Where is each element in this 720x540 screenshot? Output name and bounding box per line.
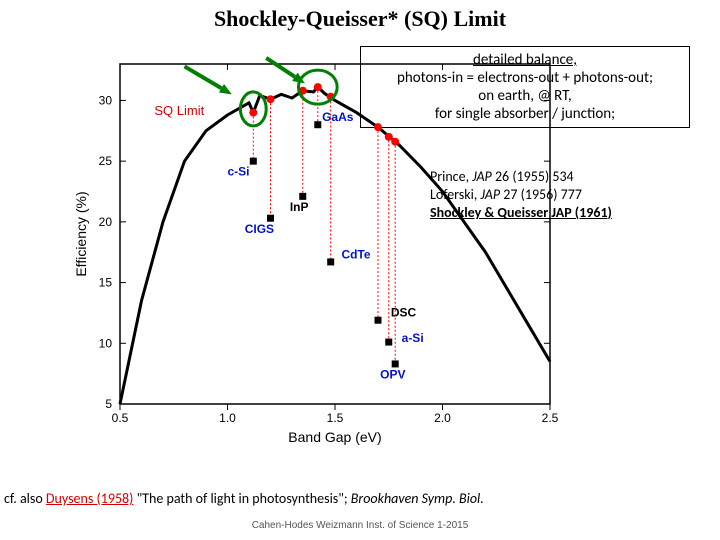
svg-text:20: 20 [99,215,113,229]
svg-text:2.0: 2.0 [434,411,451,425]
svg-text:OPV: OPV [380,368,405,382]
svg-text:2.5: 2.5 [542,411,559,425]
svg-text:10: 10 [99,336,113,350]
svg-text:InP: InP [290,200,309,214]
svg-text:1.5: 1.5 [327,411,344,425]
page-title: Shockley-Queisser* (SQ) Limit [0,0,720,32]
sq-limit-chart: 0.5 1.0 1.5 2.0 2.5 5 10 15 20 25 30 Band Gap (eV) E… [64,50,602,460]
svg-text:Efficiency (%): Efficiency (%) [73,191,89,276]
svg-text:CdTe: CdTe [341,247,370,261]
svg-text:1.0: 1.0 [219,411,236,425]
svg-text:15: 15 [99,276,113,290]
footer-citation: cf. also Duysens (1958) "The path of lig… [4,490,484,507]
svg-text:0.5: 0.5 [112,411,129,425]
svg-text:30: 30 [99,93,113,107]
svg-text:5: 5 [105,397,112,411]
svg-text:25: 25 [99,154,113,168]
svg-text:a-Si: a-Si [402,331,424,345]
svg-text:c-Si: c-Si [228,165,250,179]
svg-text:CIGS: CIGS [245,222,274,236]
svg-text:GaAs: GaAs [322,110,354,124]
credit-line: Cahen-Hodes Weizmann Inst. of Science 1-… [0,520,720,531]
svg-text:SQ Limit: SQ Limit [154,103,204,118]
svg-text:Band Gap (eV): Band Gap (eV) [288,429,381,445]
